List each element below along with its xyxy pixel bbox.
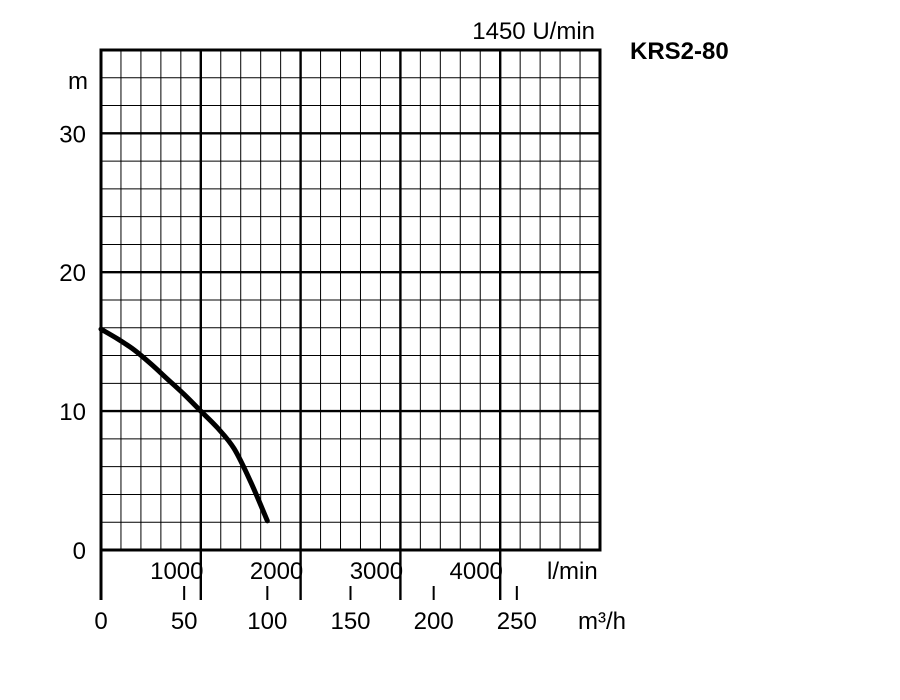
x-tick-label-m3h: 150 — [330, 608, 370, 635]
chart-subtitle: 1450 U/min — [472, 18, 595, 45]
x-tick-label-m3h: 0 — [94, 608, 107, 635]
x-tick-label-m3h: 100 — [247, 608, 287, 635]
y-tick-label: 30 — [59, 121, 86, 148]
x-tick-label-lpm: 4000 — [450, 558, 503, 585]
major-grid — [99, 50, 600, 600]
y-tick-label: 10 — [59, 399, 86, 426]
x-tick-label-m3h: 250 — [497, 608, 537, 635]
axis-labels: 1000 2000 3000 4000 0 50 100 150 200 250 0 10 20 30 — [59, 121, 537, 635]
x-tick-label-lpm: 2000 — [250, 558, 303, 585]
y-axis-label: m — [68, 68, 88, 95]
pump-curve-line — [98, 326, 270, 524]
x-tick-label-lpm: 3000 — [350, 558, 403, 585]
x-tick-label-m3h: 50 — [171, 608, 198, 635]
x-tick-label-m3h: 200 — [414, 608, 454, 635]
curve-layer — [98, 326, 270, 524]
chart-title: KRS2-80 — [630, 38, 729, 65]
x-tick-label-lpm: 1000 — [150, 558, 203, 585]
x-axis-label-lpm: l/min — [547, 558, 598, 585]
axis-ticks — [100, 550, 518, 600]
plot-frame — [99, 48, 602, 552]
minor-grid — [101, 50, 600, 550]
y-tick-label: 0 — [73, 538, 86, 565]
x-axis-label-m3h: m³/h — [578, 608, 626, 635]
y-tick-label: 20 — [59, 260, 86, 287]
